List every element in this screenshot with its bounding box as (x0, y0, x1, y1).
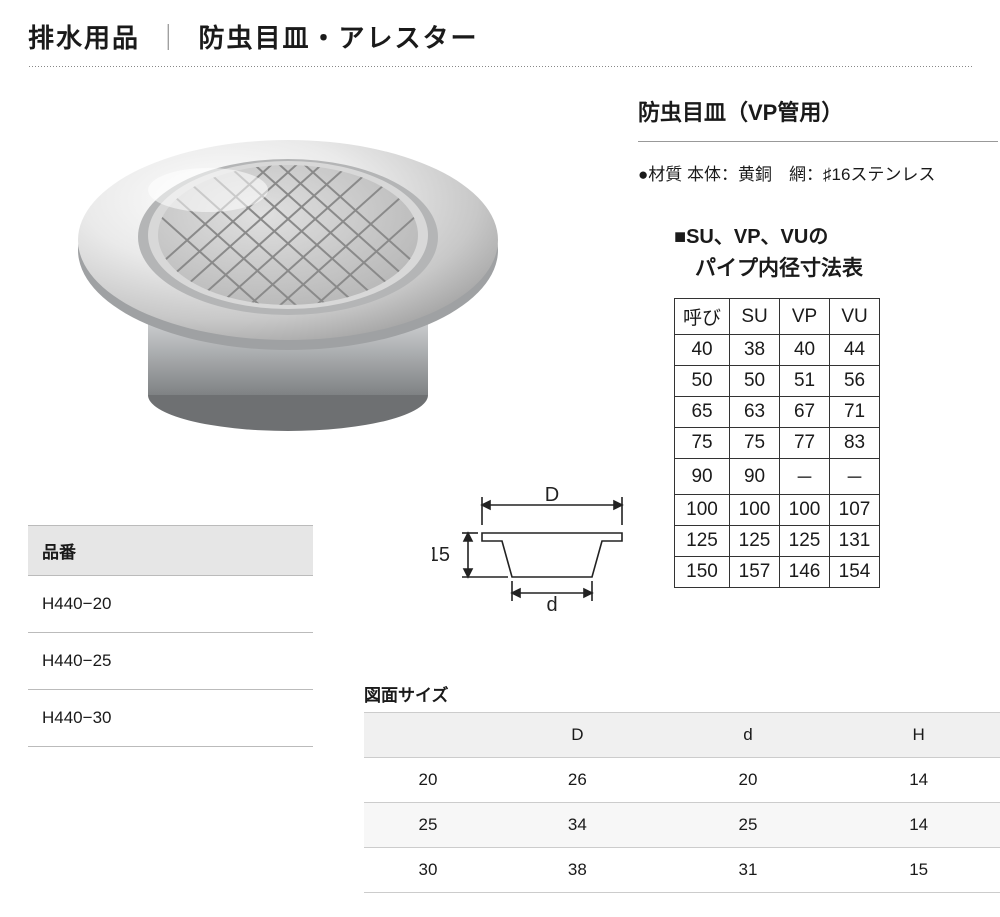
table-cell: 131 (830, 526, 880, 557)
table-cell: 65 (675, 397, 730, 428)
page-title: 排水用品 ｜ 防虫目皿・アレスター (28, 18, 972, 55)
category-text: 排水用品 (28, 23, 140, 53)
table-cell: 44 (830, 335, 880, 366)
drawing-size-table: D d H 202620142534251430383115 (364, 712, 1000, 893)
dotted-divider (28, 65, 972, 69)
col-header: VU (830, 299, 880, 335)
table-cell: 14 (833, 758, 1000, 803)
product-name: 防虫目皿（VP管用） (638, 95, 998, 142)
pipe-table-heading: ■SU、VP、VUの パイプ内径寸法表 (674, 221, 998, 284)
table-cell: 75 (675, 428, 730, 459)
pipe-dimensions-table: 呼び SU VP VU 4038404450505156656367717575… (674, 298, 880, 588)
cross-section-diagram: D 15 d (432, 485, 642, 615)
part-number-row: H440−20 (28, 576, 313, 633)
table-row: 呼び SU VP VU (675, 299, 880, 335)
table-cell: 40 (780, 335, 830, 366)
table-cell: 107 (830, 495, 880, 526)
table-cell: 38 (492, 848, 663, 893)
part-number-header: 品番 (28, 525, 313, 576)
table-row: 25342514 (364, 803, 1000, 848)
table-cell: 15 (833, 848, 1000, 893)
table-cell: 14 (833, 803, 1000, 848)
table-row: 50505156 (675, 366, 880, 397)
table-cell: 100 (780, 495, 830, 526)
table-cell: 125 (730, 526, 780, 557)
drawing-size-section: 図面サイズ D d H 202620142534251430383115 (364, 681, 1000, 893)
col-header: VP (780, 299, 830, 335)
table-cell: 25 (364, 803, 492, 848)
col-header (364, 713, 492, 758)
table-row: 75757783 (675, 428, 880, 459)
table-cell: 26 (492, 758, 663, 803)
right-column: 防虫目皿（VP管用） ●材質 本体：黄銅 網：♯16ステンレス ■SU、VP、V… (638, 95, 998, 588)
table-cell: 125 (780, 526, 830, 557)
table-cell: 30 (364, 848, 492, 893)
table-cell: － (780, 459, 830, 495)
table-cell: 75 (730, 428, 780, 459)
product-image (58, 95, 518, 455)
table-cell: 157 (730, 557, 780, 588)
table-row: 30383115 (364, 848, 1000, 893)
subcategory-text: 防虫目皿・アレスター (199, 23, 479, 53)
part-number-table: 品番 H440−20H440−25H440−30 (28, 525, 313, 747)
table-row: 40384044 (675, 335, 880, 366)
table-cell: 67 (780, 397, 830, 428)
table-cell: 51 (780, 366, 830, 397)
diagram-label-d-upper: D (545, 485, 559, 506)
diagram-label-d-lower: d (546, 594, 557, 615)
table-cell: 90 (675, 459, 730, 495)
table-row: D d H (364, 713, 1000, 758)
table-row: 65636771 (675, 397, 880, 428)
table-cell: 34 (492, 803, 663, 848)
table-cell: 38 (730, 335, 780, 366)
col-header: 呼び (675, 299, 730, 335)
col-header: H (833, 713, 1000, 758)
table-cell: 63 (730, 397, 780, 428)
col-header: SU (730, 299, 780, 335)
part-number-row: H440−30 (28, 690, 313, 747)
table-cell: 25 (663, 803, 834, 848)
material-text: ●材質 本体：黄銅 網：♯16ステンレス (638, 160, 998, 185)
col-header: D (492, 713, 663, 758)
table-row: 125125125131 (675, 526, 880, 557)
table-cell: 56 (830, 366, 880, 397)
table-cell: 125 (675, 526, 730, 557)
table-cell: 50 (730, 366, 780, 397)
table-cell: 40 (675, 335, 730, 366)
table-cell: 100 (730, 495, 780, 526)
table-cell: 90 (730, 459, 780, 495)
part-number-row: H440−25 (28, 633, 313, 690)
table-cell: 77 (780, 428, 830, 459)
table-cell: 83 (830, 428, 880, 459)
table-cell: 154 (830, 557, 880, 588)
table-cell: 150 (675, 557, 730, 588)
col-header: d (663, 713, 834, 758)
table-cell: 50 (675, 366, 730, 397)
table-cell: 20 (364, 758, 492, 803)
drawing-size-title: 図面サイズ (364, 681, 1000, 706)
table-row: 150157146154 (675, 557, 880, 588)
table-row: 20262014 (364, 758, 1000, 803)
table-cell: 31 (663, 848, 834, 893)
table-cell: 71 (830, 397, 880, 428)
table-row: 9090－－ (675, 459, 880, 495)
content-area: 防虫目皿（VP管用） ●材質 本体：黄銅 網：♯16ステンレス ■SU、VP、V… (28, 95, 972, 915)
pipe-heading-line1: ■SU、VP、VUの (674, 226, 828, 248)
pipe-heading-line2: パイプ内径寸法表 (674, 257, 863, 280)
table-row: 100100100107 (675, 495, 880, 526)
diagram-label-h: 15 (432, 544, 450, 566)
title-separator: ｜ (155, 23, 183, 53)
table-cell: 146 (780, 557, 830, 588)
table-cell: － (830, 459, 880, 495)
table-cell: 20 (663, 758, 834, 803)
table-cell: 100 (675, 495, 730, 526)
